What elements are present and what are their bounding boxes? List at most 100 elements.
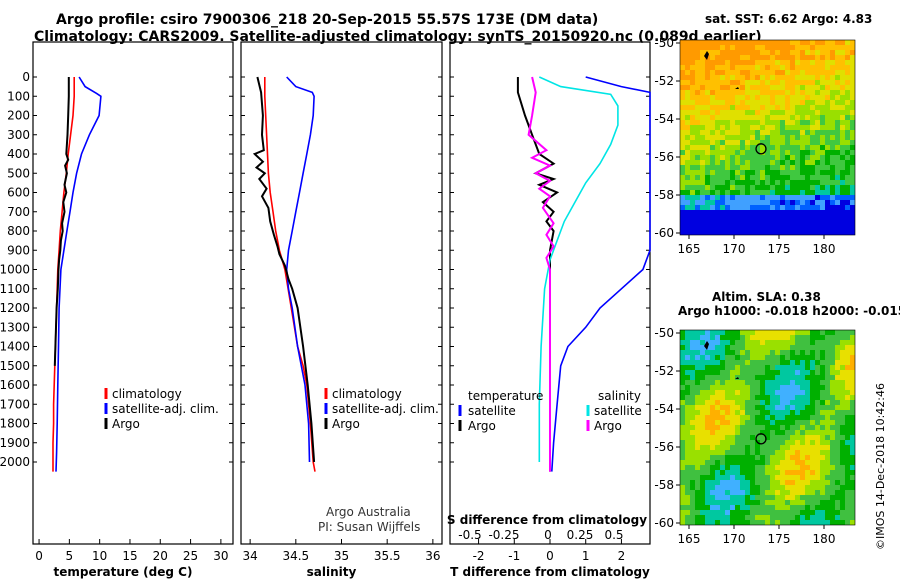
map-cell — [785, 205, 790, 210]
map-cell — [695, 500, 700, 505]
map-cell — [710, 420, 715, 425]
map-cell — [790, 75, 795, 80]
map-cell — [810, 495, 815, 500]
map-cell — [850, 55, 855, 60]
map-cell — [760, 375, 765, 380]
map-cell — [785, 190, 790, 195]
map-cell — [710, 475, 715, 480]
map-cell — [710, 130, 715, 135]
map-cell — [765, 465, 770, 470]
map-cell — [740, 405, 745, 410]
map-cell — [830, 485, 835, 490]
map-cell — [700, 55, 705, 60]
map-cell — [780, 490, 785, 495]
map-cell — [700, 160, 705, 165]
map-cell — [780, 120, 785, 125]
map-cell — [800, 90, 805, 95]
map-cell — [715, 230, 720, 235]
map-cell — [765, 130, 770, 135]
map-cell — [830, 220, 835, 225]
map-cell — [770, 340, 775, 345]
map-cell — [760, 65, 765, 70]
map-cell — [840, 200, 845, 205]
map-cell — [810, 185, 815, 190]
map-cell — [840, 190, 845, 195]
map-cell — [740, 480, 745, 485]
map-cell — [730, 185, 735, 190]
map-cell — [750, 490, 755, 495]
map-cell — [790, 490, 795, 495]
map-cell — [745, 95, 750, 100]
map-cell — [835, 370, 840, 375]
map-cell — [815, 460, 820, 465]
map-cell — [805, 440, 810, 445]
map-cell — [795, 475, 800, 480]
map-cell — [785, 65, 790, 70]
map-cell — [700, 460, 705, 465]
map-cell — [850, 190, 855, 195]
map-cell — [805, 370, 810, 375]
map-cell — [755, 75, 760, 80]
map-cell — [755, 170, 760, 175]
map-cell — [845, 390, 850, 395]
map-cell — [730, 145, 735, 150]
map-cell — [820, 100, 825, 105]
map-cell — [815, 505, 820, 510]
map-cell — [775, 340, 780, 345]
chart-panel-1 — [32, 41, 234, 545]
map-cell — [815, 365, 820, 370]
map-cell — [740, 165, 745, 170]
map-cell — [800, 170, 805, 175]
map-cell — [710, 150, 715, 155]
map-cell — [715, 465, 720, 470]
map-cell — [850, 435, 855, 440]
map-cell — [725, 80, 730, 85]
map-cell — [790, 40, 795, 45]
map-cell — [690, 80, 695, 85]
map-cell — [755, 100, 760, 105]
map-cell — [840, 380, 845, 385]
map-cell — [795, 90, 800, 95]
map-cell — [720, 120, 725, 125]
map-cell — [695, 455, 700, 460]
map-cell — [805, 390, 810, 395]
map-cell — [690, 50, 695, 55]
map-cell — [715, 395, 720, 400]
map-cell — [820, 75, 825, 80]
map-cell — [745, 230, 750, 235]
map-cell — [760, 205, 765, 210]
map-cell — [845, 465, 850, 470]
x-tick-label: 36 — [425, 549, 440, 563]
map-cell — [800, 345, 805, 350]
map-cell — [705, 395, 710, 400]
map-cell — [810, 345, 815, 350]
map-cell — [695, 65, 700, 70]
map-cell — [850, 215, 855, 220]
map-cell — [755, 175, 760, 180]
map-cell — [775, 170, 780, 175]
map-cell — [750, 100, 755, 105]
map-cell — [810, 445, 815, 450]
map-cell — [760, 420, 765, 425]
map-cell — [775, 355, 780, 360]
map-cell — [830, 230, 835, 235]
map-cell — [705, 230, 710, 235]
map-cell — [730, 120, 735, 125]
map-cell — [685, 390, 690, 395]
map-cell — [715, 210, 720, 215]
map-cell — [820, 230, 825, 235]
map-cell — [715, 40, 720, 45]
map-cell — [795, 505, 800, 510]
map-cell — [790, 225, 795, 230]
map-cell — [810, 85, 815, 90]
map-cell — [795, 500, 800, 505]
map-cell — [715, 480, 720, 485]
map-cell — [770, 75, 775, 80]
map-cell — [740, 220, 745, 225]
map-cell — [830, 195, 835, 200]
y-tick-label: 1100 — [0, 282, 30, 296]
map-cell — [755, 500, 760, 505]
map-cell — [810, 490, 815, 495]
map-cell — [840, 335, 845, 340]
map-cell — [825, 410, 830, 415]
